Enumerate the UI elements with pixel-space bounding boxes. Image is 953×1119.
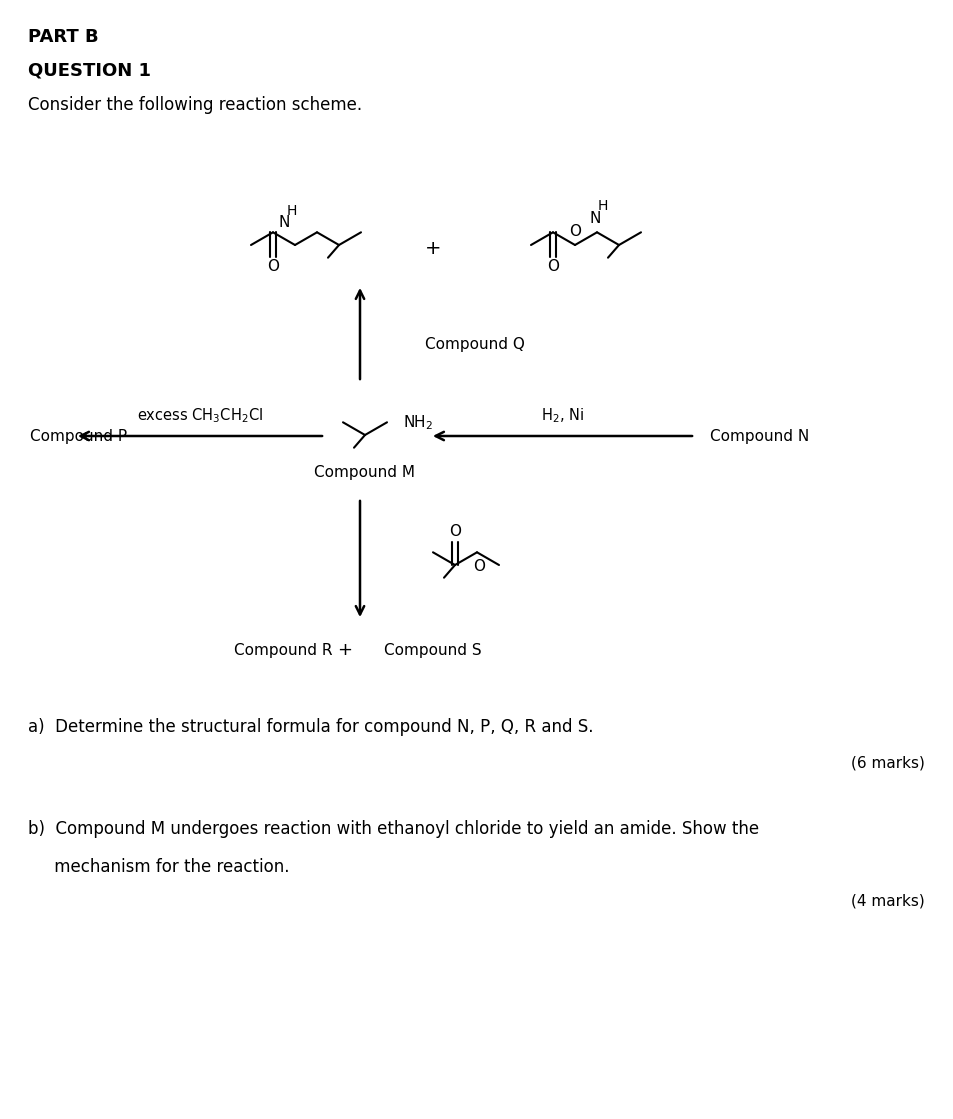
Text: Compound S: Compound S bbox=[384, 642, 481, 658]
Text: (4 marks): (4 marks) bbox=[850, 893, 924, 908]
Text: O: O bbox=[546, 258, 558, 274]
Text: b)  Compound M undergoes reaction with ethanoyl chloride to yield an amide. Show: b) Compound M undergoes reaction with et… bbox=[28, 820, 759, 838]
Text: H$_2$, Ni: H$_2$, Ni bbox=[541, 406, 584, 425]
Text: NH$_2$: NH$_2$ bbox=[402, 413, 433, 432]
Text: Consider the following reaction scheme.: Consider the following reaction scheme. bbox=[28, 96, 362, 114]
Text: H: H bbox=[598, 199, 608, 214]
Text: O: O bbox=[449, 525, 460, 539]
Text: O: O bbox=[267, 258, 278, 274]
Text: Compound M: Compound M bbox=[314, 466, 416, 480]
Text: O: O bbox=[473, 558, 484, 574]
Text: +: + bbox=[424, 238, 441, 257]
Text: (6 marks): (6 marks) bbox=[850, 755, 924, 770]
Text: a)  Determine the structural formula for compound N, P, Q, R and S.: a) Determine the structural formula for … bbox=[28, 718, 593, 736]
Text: Compound P: Compound P bbox=[30, 429, 127, 443]
Text: H: H bbox=[287, 204, 297, 218]
Text: Compound Q: Compound Q bbox=[424, 338, 524, 352]
Text: QUESTION 1: QUESTION 1 bbox=[28, 62, 151, 79]
Text: PART B: PART B bbox=[28, 28, 98, 46]
Text: mechanism for the reaction.: mechanism for the reaction. bbox=[28, 858, 289, 876]
Text: Compound R: Compound R bbox=[233, 642, 332, 658]
Text: N: N bbox=[589, 210, 600, 226]
Text: Compound N: Compound N bbox=[709, 429, 808, 443]
Text: O: O bbox=[568, 224, 580, 238]
Text: N: N bbox=[278, 215, 290, 231]
Text: excess CH$_3$CH$_2$Cl: excess CH$_3$CH$_2$Cl bbox=[136, 406, 263, 425]
Text: +: + bbox=[337, 641, 352, 659]
